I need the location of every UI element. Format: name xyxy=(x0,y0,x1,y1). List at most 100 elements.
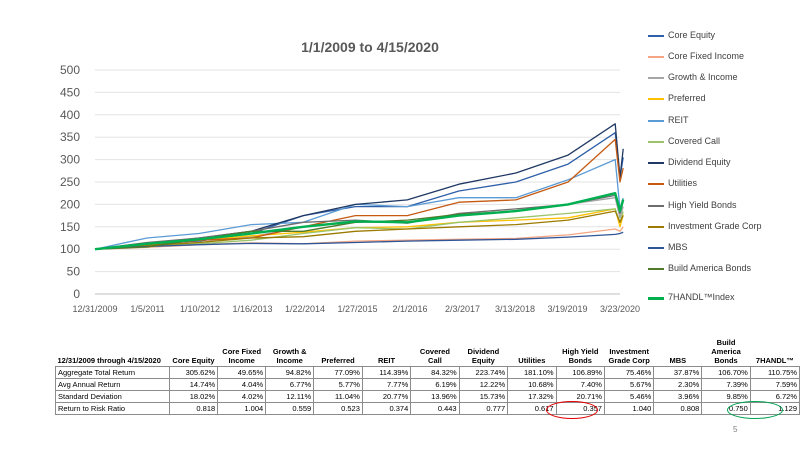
table-cell: 7.77% xyxy=(361,378,412,391)
legend-item: 7HANDL™Index xyxy=(648,292,798,303)
table-cell: 84.32% xyxy=(410,366,460,379)
legend-item: Covered Call xyxy=(648,136,798,147)
table-cell: 7.39% xyxy=(701,378,751,391)
table-cell: 0.818 xyxy=(168,402,219,415)
table-cell: 0.777 xyxy=(458,402,509,415)
table-cell: 0.374 xyxy=(361,402,412,415)
legend-swatch xyxy=(648,56,664,58)
table-cell: 1.004 xyxy=(217,402,267,415)
legend-item: Investment Grade Corp xyxy=(648,221,798,232)
table-cell: 14.74% xyxy=(168,378,219,391)
table-cell: 10.68% xyxy=(507,378,557,391)
table-cell: 5.67% xyxy=(603,378,655,391)
series-line-7 xyxy=(94,138,624,250)
returns-table: 12/31/2009 through 4/15/2020 Core Equity C… xyxy=(55,332,800,415)
legend-item: High Yield Bonds xyxy=(648,200,798,211)
legend-item: MBS xyxy=(648,242,798,253)
table-cell: 20.71% xyxy=(555,390,605,403)
table-period-header: 12/31/2009 through 4/15/2020 xyxy=(55,332,170,367)
legend-swatch xyxy=(648,268,664,270)
y-tick-label: 400 xyxy=(60,108,80,122)
legend-swatch xyxy=(648,205,664,207)
legend-swatch xyxy=(648,35,664,37)
table-cell: 305.62% xyxy=(168,366,219,379)
legend-label: Utilities xyxy=(668,178,698,188)
legend-label: Preferred xyxy=(668,93,706,103)
legend-swatch xyxy=(648,297,664,300)
x-tick-label: 1/16/2013 xyxy=(232,304,272,314)
table-column-header: Build America Bonds xyxy=(701,332,751,367)
table-column-header: Utilities xyxy=(507,332,557,367)
table-cell: 77.09% xyxy=(313,366,363,379)
table-cell: 15.73% xyxy=(458,390,509,403)
table-cell: 94.82% xyxy=(265,366,315,379)
y-tick-label: 500 xyxy=(60,63,80,77)
legend-item: Utilities xyxy=(648,178,798,189)
table-cell: 13.96% xyxy=(410,390,460,403)
table-cell: 5.77% xyxy=(313,378,363,391)
table-column-header: Core Fixed Income xyxy=(217,332,266,367)
table-cell: 4.02% xyxy=(217,390,267,403)
table-row: Avg Annual Return 14.74% 4.04% 6.77% 5.77% 7.… xyxy=(55,378,800,391)
table-cell: 0.617 xyxy=(507,402,557,415)
table-cell: 110.75% xyxy=(749,366,800,379)
legend-label: Build America Bonds xyxy=(668,263,752,273)
legend-label: Growth & Income xyxy=(668,72,738,82)
legend-swatch xyxy=(648,120,664,122)
x-tick-label: 12/31/2009 xyxy=(72,304,117,314)
table-cell: 11.04% xyxy=(313,390,363,403)
y-tick-label: 250 xyxy=(60,175,80,189)
table-cell: 5.46% xyxy=(603,390,655,403)
series-line-9 xyxy=(94,210,624,250)
series-line-4 xyxy=(94,158,624,250)
table-cell: 18.02% xyxy=(168,390,219,403)
series-line-12 xyxy=(94,191,625,251)
legend-label: 7HANDL™Index xyxy=(668,292,735,302)
y-tick-label: 100 xyxy=(60,242,80,256)
table-cell: 12.22% xyxy=(458,378,509,391)
table-column-header: MBS xyxy=(653,332,702,367)
table-row-label: Aggregate Total Return xyxy=(55,366,170,379)
table-row: Return to Risk Ratio 0.818 1.004 0.559 0.523… xyxy=(55,402,800,415)
legend-item: Core Fixed Income xyxy=(648,51,798,62)
legend-label: REIT xyxy=(668,115,689,125)
table-cell: 12.11% xyxy=(265,390,315,403)
legend-swatch xyxy=(648,226,664,228)
table-cell: 7.40% xyxy=(555,378,605,391)
table-column-header: Covered Call xyxy=(410,332,460,367)
legend-item: Build America Bonds xyxy=(648,263,798,274)
legend-swatch xyxy=(648,77,664,79)
table-cell: 7.59% xyxy=(749,378,800,391)
legend-swatch xyxy=(648,141,664,143)
page-number: 5 xyxy=(733,425,738,434)
table-cell: 4.04% xyxy=(217,378,267,391)
table-cell: 49.65% xyxy=(217,366,267,379)
legend-label: MBS xyxy=(668,242,688,252)
table-column-header: Core Equity xyxy=(169,332,218,367)
table-cell: 0.808 xyxy=(653,402,703,415)
legend-label: Core Fixed Income xyxy=(668,51,745,61)
table-cell: 0.523 xyxy=(313,402,363,415)
table-row: Standard Deviation 18.02% 4.02% 12.11% 11.04… xyxy=(55,390,800,403)
legend-label: Core Equity xyxy=(668,30,716,40)
table-cell: 0.750 xyxy=(701,402,751,415)
legend-item: Growth & Income xyxy=(648,72,798,83)
table-row-label: Return to Risk Ratio xyxy=(55,402,170,415)
x-tick-label: 3/19/2019 xyxy=(547,304,587,314)
chart-title: 1/1/2009 to 4/15/2020 xyxy=(301,39,439,55)
table-cell: 114.39% xyxy=(361,366,412,379)
table-column-header: Preferred xyxy=(313,332,363,367)
table-cell: 6.77% xyxy=(265,378,315,391)
table-cell: 3.96% xyxy=(653,390,703,403)
table-column-header: Dividend Equity xyxy=(459,332,508,367)
table-cell: 1.129 xyxy=(749,402,800,415)
x-tick-label: 1/27/2015 xyxy=(337,304,377,314)
legend-item: Core Equity xyxy=(648,30,798,41)
table-column-header: High Yield Bonds xyxy=(556,332,605,367)
x-tick-label: 1/10/2012 xyxy=(180,304,220,314)
legend-label: Investment Grade Corp xyxy=(668,221,762,231)
table-row: Aggregate Total Return 305.62% 49.65% 94.82… xyxy=(55,366,800,379)
y-tick-label: 50 xyxy=(67,265,81,279)
legend-item: REIT xyxy=(648,115,798,126)
y-tick-label: 150 xyxy=(60,220,80,234)
